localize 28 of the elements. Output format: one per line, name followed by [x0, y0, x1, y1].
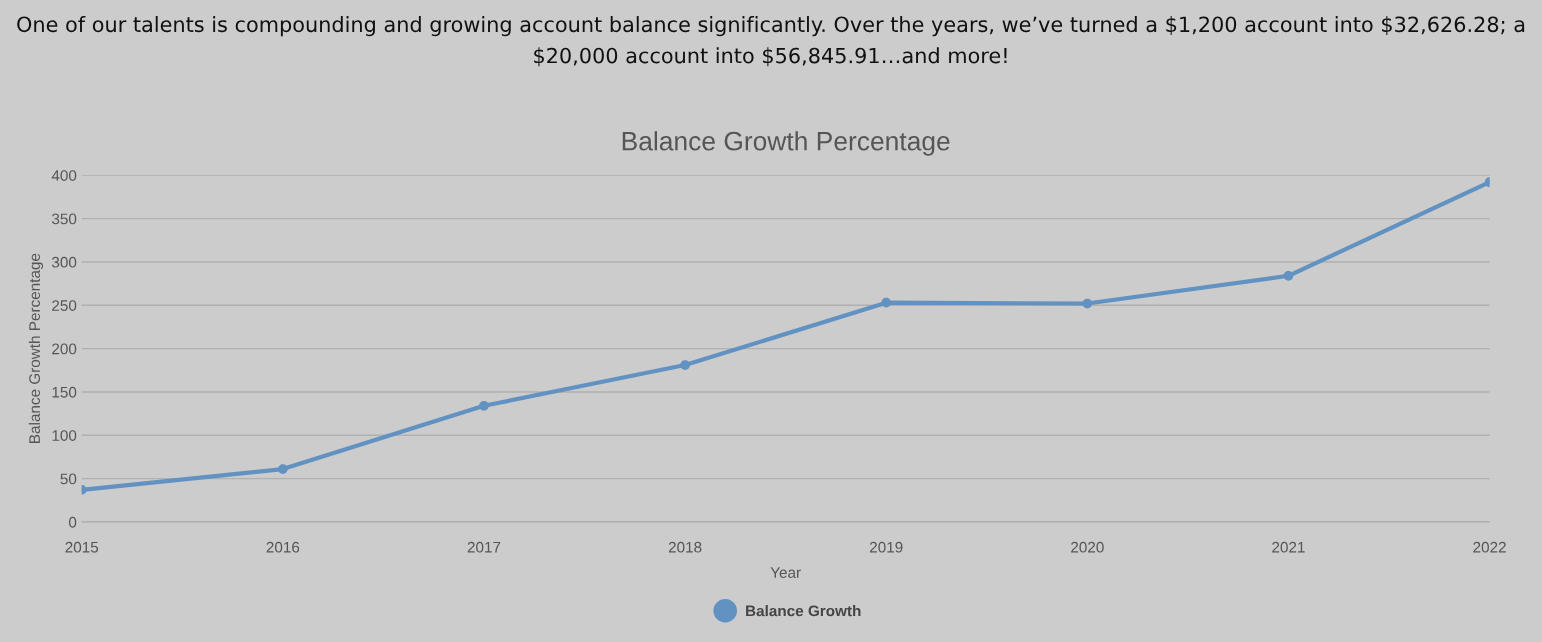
x-tick-label: 2019 — [869, 541, 903, 553]
y-tick-label: 50 — [60, 473, 77, 485]
y-tick-label: 0 — [68, 516, 77, 528]
y-axis-title: Balance Growth Percentage — [28, 253, 44, 443]
y-tick-label: 300 — [51, 256, 77, 268]
y-tick-label: 200 — [52, 343, 77, 355]
point — [277, 464, 288, 474]
point — [1283, 270, 1294, 281]
y-tick-label: 250 — [52, 300, 77, 311]
x-tick-label: 2021 — [1272, 541, 1305, 553]
x-tick-label: 2022 — [1473, 541, 1506, 553]
point — [479, 400, 489, 411]
x-tick-label: 2016 — [266, 541, 300, 553]
chart-title: Balance Growth Percentage — [622, 131, 950, 156]
x-tick-label: 2018 — [668, 541, 702, 553]
point — [680, 360, 690, 370]
x-tick-label: 2017 — [467, 541, 501, 553]
y-tick-label: 150 — [52, 386, 77, 398]
x-tick-label: 2020 — [1071, 541, 1104, 553]
text: One of our talents is compounding and growing account balance significantly. Over the years, we’ve turned a $1,200 account into $32,626.28; a $20,000 account into $56,845.91…and more! — [17, 16, 1525, 67]
y-tick-label: 100 — [52, 430, 77, 441]
point — [881, 297, 892, 308]
y-tick-label: 400 — [51, 170, 77, 181]
y-tick-label: 350 — [51, 213, 77, 225]
legend-label: Balance Growth — [746, 605, 861, 617]
point — [1082, 298, 1093, 309]
x-tick-label: 2015 — [65, 541, 99, 553]
x-axis-title: Year — [770, 567, 801, 578]
